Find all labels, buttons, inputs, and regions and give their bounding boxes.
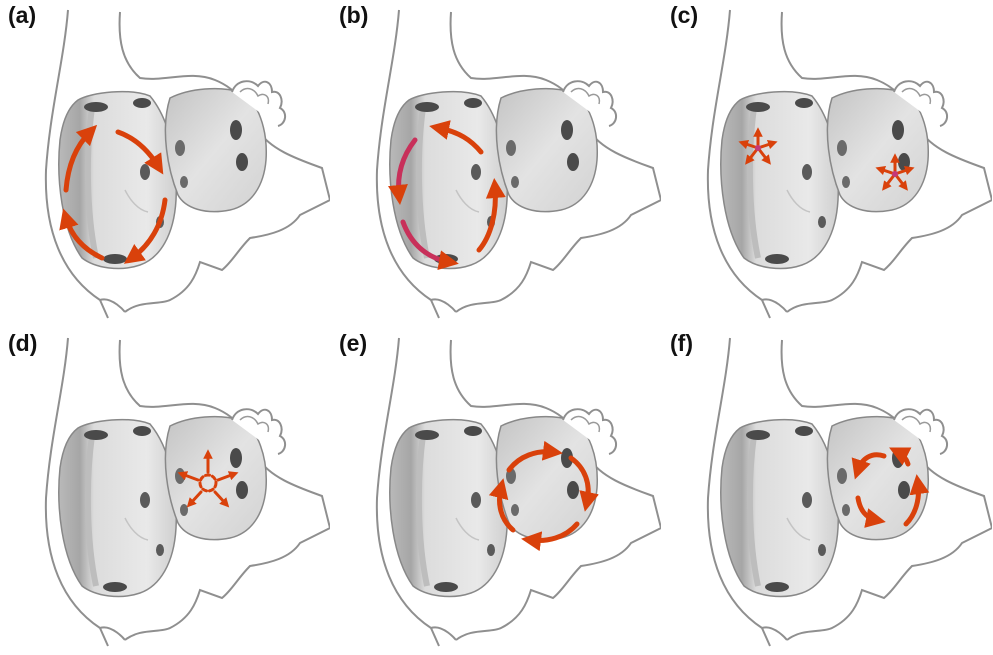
radial-arrows-d xyxy=(177,449,239,508)
rotation-arrows-a xyxy=(59,124,168,264)
figure-d xyxy=(0,328,330,655)
rotation-arrows-e xyxy=(488,440,599,552)
center-dot xyxy=(755,145,761,151)
figure-e xyxy=(331,328,661,655)
radial-arrows-c2 xyxy=(875,153,915,191)
figure-a xyxy=(0,0,330,327)
panel-label-a: (a) xyxy=(8,2,37,28)
panel-label-c: (c) xyxy=(670,2,699,28)
panel-b: (b) xyxy=(331,0,661,327)
figure-b xyxy=(331,0,661,327)
radial-arrows-c1 xyxy=(738,127,778,165)
rotation-arrows-b xyxy=(388,120,506,271)
figure-f xyxy=(662,328,992,655)
panel-a: (a) xyxy=(0,0,330,327)
center-dot xyxy=(892,171,898,177)
panel-e: (e) xyxy=(331,328,661,655)
panel-c: (c) xyxy=(662,0,992,327)
panel-label-b: (b) xyxy=(339,2,369,28)
panel-f: (f) xyxy=(662,328,992,655)
panel-d: (d) xyxy=(0,328,330,655)
panel-label-f: (f) xyxy=(670,330,693,356)
rotation-arrows-f xyxy=(851,447,930,528)
panel-label-e: (e) xyxy=(339,330,368,356)
figure-c xyxy=(662,0,992,327)
panel-label-d: (d) xyxy=(8,330,38,356)
